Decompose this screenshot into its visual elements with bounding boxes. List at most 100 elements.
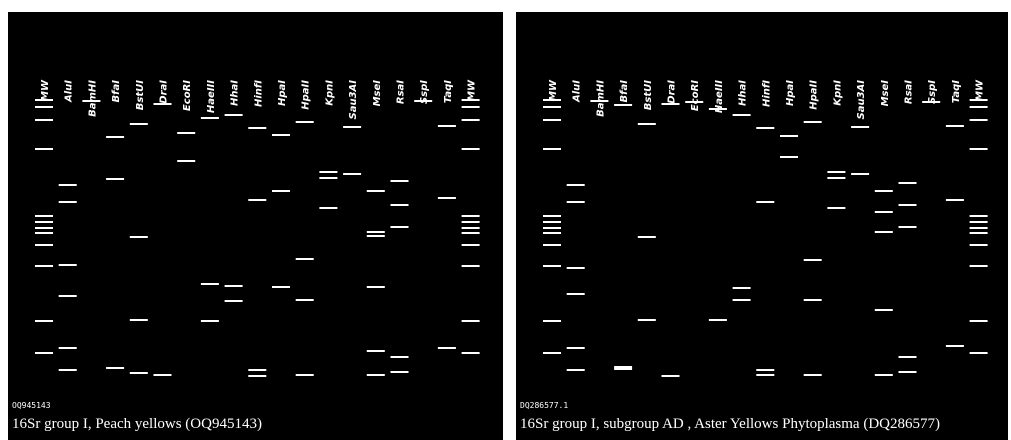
band — [391, 180, 409, 182]
band — [319, 171, 337, 173]
lane-label: MW — [467, 79, 478, 101]
band — [851, 126, 869, 128]
band — [709, 319, 727, 321]
band — [638, 123, 656, 125]
band — [462, 320, 480, 322]
lane-label: BstUI — [643, 80, 654, 110]
band — [35, 352, 53, 354]
page: MWAluIBamHIBfaIBstUIDraIEcoRIHaeIIIHhaIH… — [0, 0, 1011, 440]
lane-label: RsaI — [904, 80, 915, 104]
lane-label: HinfI — [761, 80, 772, 107]
band — [391, 356, 409, 358]
band — [614, 366, 632, 370]
band — [35, 215, 53, 217]
band — [875, 211, 893, 213]
band — [685, 101, 703, 103]
band — [970, 215, 988, 217]
band — [319, 207, 337, 209]
band — [343, 173, 361, 175]
band — [462, 352, 480, 354]
band — [462, 244, 480, 246]
lane-label: MseI — [372, 80, 383, 107]
band — [367, 235, 385, 237]
lane-label: TaqI — [443, 80, 454, 104]
band — [946, 125, 964, 127]
band — [543, 221, 561, 223]
band — [543, 232, 561, 234]
band — [567, 201, 585, 203]
band — [567, 267, 585, 269]
band — [543, 244, 561, 246]
band — [543, 215, 561, 217]
band — [804, 374, 822, 376]
band — [709, 108, 727, 110]
lane-label: SspI — [927, 80, 938, 104]
band — [543, 119, 561, 121]
band — [201, 117, 219, 119]
band — [851, 173, 869, 175]
lane-label: AluI — [572, 80, 583, 103]
band — [827, 171, 845, 173]
band — [780, 135, 798, 137]
band — [367, 231, 385, 233]
band — [875, 231, 893, 233]
band — [59, 184, 77, 186]
band — [296, 374, 314, 376]
band — [35, 265, 53, 267]
band — [804, 121, 822, 123]
band — [733, 299, 751, 301]
band — [875, 374, 893, 376]
band — [367, 286, 385, 288]
band — [296, 258, 314, 260]
band — [130, 319, 148, 321]
lane-label: BamHI — [87, 80, 98, 117]
band — [343, 126, 361, 128]
band — [970, 227, 988, 229]
band — [543, 148, 561, 150]
band — [899, 356, 917, 358]
lane-label: EcoRI — [182, 80, 193, 111]
band — [970, 221, 988, 223]
band — [662, 375, 680, 377]
lane-label: BamHI — [595, 80, 606, 117]
band — [130, 236, 148, 238]
band — [35, 221, 53, 223]
band — [35, 232, 53, 234]
band — [922, 101, 940, 103]
band — [614, 104, 632, 106]
band — [272, 190, 290, 192]
band — [462, 227, 480, 229]
lane-label: BfaI — [111, 80, 122, 103]
band — [899, 371, 917, 373]
band — [248, 199, 266, 201]
band — [543, 99, 561, 101]
band — [970, 232, 988, 234]
band — [201, 320, 219, 322]
band — [106, 178, 124, 180]
band — [225, 114, 243, 116]
band — [899, 204, 917, 206]
lane-label: MseI — [880, 80, 891, 107]
band — [756, 201, 774, 203]
band — [567, 347, 585, 349]
lane-label: MW — [975, 79, 986, 101]
band — [35, 244, 53, 246]
band — [391, 226, 409, 228]
band — [225, 285, 243, 287]
band — [272, 286, 290, 288]
lane-label: TaqI — [951, 80, 962, 104]
band — [296, 299, 314, 301]
band — [462, 232, 480, 234]
band — [35, 227, 53, 229]
band — [319, 177, 337, 179]
band — [543, 265, 561, 267]
band — [970, 106, 988, 108]
band — [462, 148, 480, 150]
band — [970, 320, 988, 322]
lane-label: EcoRI — [690, 80, 701, 111]
band — [638, 236, 656, 238]
band — [899, 226, 917, 228]
band — [804, 259, 822, 261]
band — [567, 293, 585, 295]
caption: 16Sr group I, Peach yellows (OQ945143) — [12, 416, 262, 432]
